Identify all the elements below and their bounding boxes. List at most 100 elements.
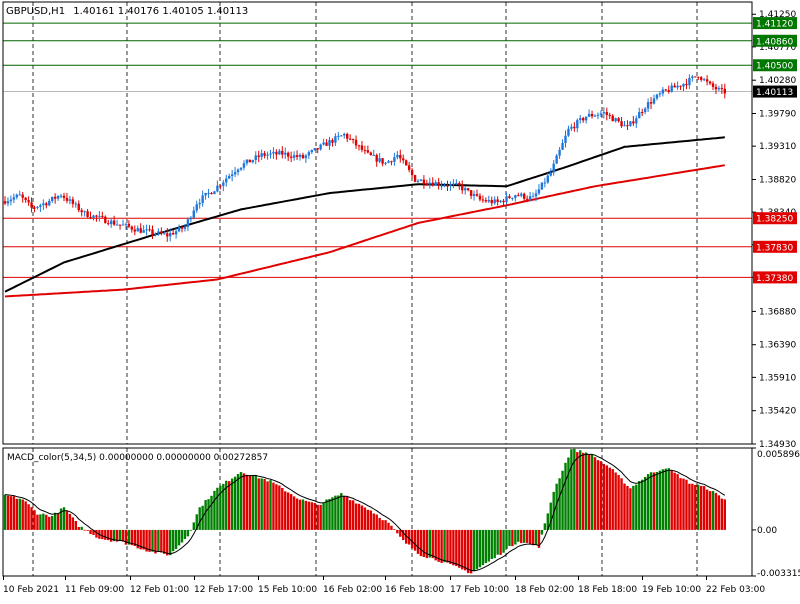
bullish-candle	[266, 154, 269, 156]
bullish-candle	[204, 192, 207, 196]
macd-bar	[174, 529, 178, 550]
bullish-candle	[186, 219, 190, 227]
macd-bar	[493, 529, 496, 559]
price-tick-label: 1.35420	[759, 407, 796, 417]
bullish-candle	[691, 76, 694, 78]
bullish-candle	[278, 150, 281, 155]
macd-signal	[4, 453, 726, 572]
ohlc-label: 1.40161 1.40176 1.40105 1.40113	[73, 6, 248, 17]
resistance-tag-bg	[753, 17, 797, 30]
bearish-candle	[466, 188, 470, 191]
bullish-candle	[584, 116, 588, 121]
macd-bar	[499, 529, 502, 555]
bullish-candle	[319, 144, 322, 150]
bullish-candle	[419, 179, 423, 181]
macd-bar	[700, 485, 703, 530]
bearish-candle	[80, 210, 83, 213]
macd-bar	[540, 529, 544, 535]
bearish-candle	[458, 183, 461, 185]
macd-bar	[416, 529, 420, 554]
bullish-candle	[540, 182, 544, 190]
macd-bar	[443, 529, 446, 563]
macd-tick-label: 0.0058967	[757, 450, 800, 460]
bullish-candle	[121, 224, 125, 226]
macd-bar	[71, 517, 75, 530]
bullish-candle	[416, 180, 420, 182]
macd-bar	[496, 529, 499, 555]
bullish-candle	[15, 194, 18, 198]
macd-bar	[455, 529, 458, 567]
macd-bar	[340, 493, 343, 530]
bearish-candle	[502, 200, 505, 203]
macd-bar	[171, 529, 175, 552]
macd-bar	[316, 504, 319, 530]
bullish-candle	[555, 155, 558, 164]
bearish-candle	[112, 220, 116, 225]
macd-bar	[464, 529, 467, 571]
bearish-candle	[437, 182, 440, 186]
macd-bar	[620, 478, 623, 530]
macd-bar	[295, 498, 299, 530]
macd-bar	[576, 452, 579, 530]
macd-bar	[685, 479, 688, 530]
bearish-candle	[27, 200, 30, 203]
bearish-candle	[685, 83, 688, 86]
bullish-candle	[269, 153, 272, 155]
bullish-candle	[623, 125, 626, 127]
bearish-candle	[620, 121, 623, 127]
macd-bar	[219, 485, 222, 530]
bullish-candle	[304, 155, 308, 159]
bearish-candle	[289, 156, 293, 158]
bullish-candle	[343, 133, 346, 136]
resistance-tag-bg	[753, 34, 797, 47]
bearish-candle	[366, 150, 370, 153]
macd-bar	[307, 501, 311, 530]
bullish-candle	[12, 197, 16, 200]
macd-bar	[112, 529, 116, 542]
bullish-candle	[245, 159, 249, 164]
bullish-candle	[549, 172, 552, 176]
bullish-candle	[163, 233, 166, 235]
bearish-candle	[469, 190, 473, 196]
macd-bar	[523, 529, 526, 543]
macd-bar	[378, 517, 381, 530]
macd-histogram	[3, 448, 726, 574]
macd-bar	[605, 465, 608, 530]
bearish-candle	[263, 153, 266, 156]
level-lines	[3, 22, 752, 278]
macd-bar	[587, 454, 591, 530]
bullish-candle	[614, 118, 617, 122]
bullish-candle	[213, 191, 216, 195]
bullish-candle	[228, 176, 231, 179]
bullish-candle	[51, 196, 54, 201]
bearish-candle	[33, 207, 36, 209]
bullish-candle	[242, 163, 246, 168]
macd-bar	[582, 452, 585, 530]
time-tick-label: 10 Feb 2021	[3, 585, 59, 595]
bullish-candle	[183, 226, 187, 229]
bullish-candle	[74, 203, 77, 205]
macd-bar	[649, 472, 653, 530]
bullish-candle	[452, 183, 455, 185]
bullish-candle	[564, 135, 567, 143]
macd-bar	[679, 478, 682, 530]
macd-bar	[661, 469, 665, 530]
macd-bar	[508, 529, 511, 546]
bullish-candle	[570, 126, 573, 129]
bullish-candle	[579, 118, 582, 121]
bullish-candle	[717, 88, 721, 90]
bearish-candle	[21, 194, 24, 198]
macd-bar	[570, 449, 573, 530]
macd-bar	[393, 529, 396, 531]
macd-bar	[691, 483, 694, 530]
macd-bar	[18, 498, 21, 530]
bearish-candle	[723, 88, 726, 94]
macd-bar	[281, 487, 284, 530]
macd-bar	[697, 484, 700, 530]
macd-bar	[163, 529, 166, 554]
bearish-candle	[422, 179, 426, 185]
bullish-candle	[534, 193, 538, 197]
price-tick-label: 1.40770	[759, 43, 796, 53]
macd-bar	[534, 529, 538, 545]
